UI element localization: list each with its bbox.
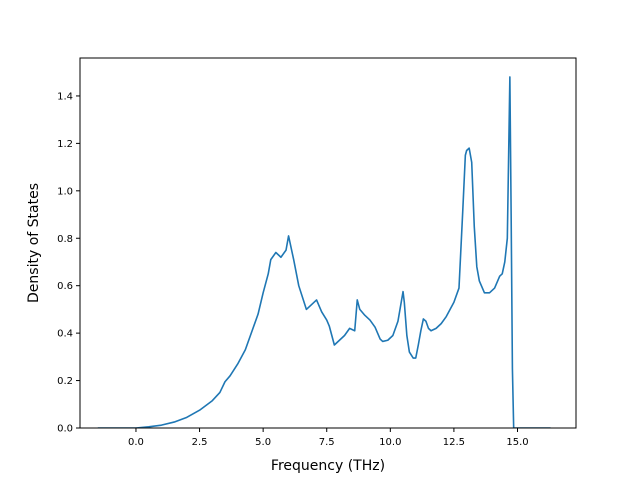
y-tick-label: 0.4 bbox=[57, 329, 73, 340]
x-tick-label: 7.5 bbox=[319, 437, 335, 448]
y-tick-label: 0.8 bbox=[57, 234, 73, 245]
y-tick-label: 1.2 bbox=[57, 139, 73, 150]
x-axis-ticks: 0.0 2.5 5.0 7.5 10.0 12.5 15.0 bbox=[128, 428, 529, 448]
x-tick-label: 0.0 bbox=[128, 437, 144, 448]
x-axis-label: Frequency (THz) bbox=[271, 458, 385, 474]
y-axis-label: Density of States bbox=[26, 183, 42, 303]
x-tick-label: 5.0 bbox=[255, 437, 271, 448]
y-axis-ticks: 0.0 0.2 0.4 0.6 0.8 1.0 1.2 1.4 bbox=[57, 91, 80, 435]
y-tick-label: 1.4 bbox=[57, 91, 73, 102]
y-tick-label: 1.0 bbox=[57, 186, 73, 197]
x-tick-label: 12.5 bbox=[443, 437, 465, 448]
dos-series-line bbox=[97, 76, 551, 428]
x-tick-label: 10.0 bbox=[379, 437, 401, 448]
x-tick-label: 2.5 bbox=[192, 437, 208, 448]
y-tick-label: 0.2 bbox=[57, 376, 73, 387]
y-tick-label: 0.6 bbox=[57, 281, 73, 292]
y-tick-label: 0.0 bbox=[57, 424, 73, 435]
plot-frame bbox=[79, 57, 577, 429]
x-tick-label: 15.0 bbox=[506, 437, 528, 448]
plot-layer bbox=[97, 76, 551, 428]
